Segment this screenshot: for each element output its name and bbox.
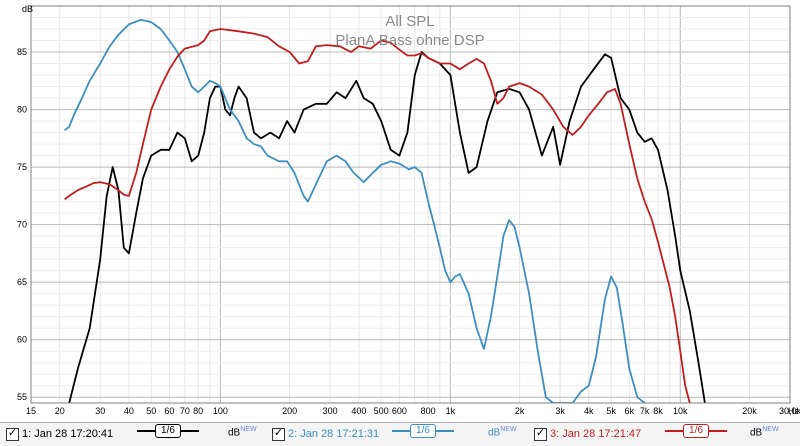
smoothing-value-2: 1/6 <box>410 424 436 438</box>
legend-checkbox-3[interactable] <box>534 428 547 441</box>
x-tick-label: 20 <box>55 406 65 416</box>
legend-checkbox-1[interactable] <box>6 428 19 441</box>
x-tick-label: 3k <box>555 406 565 416</box>
x-tick-label: 60 <box>164 406 174 416</box>
x-tick-label: 8k <box>653 406 663 416</box>
y-tick-label: 60 <box>17 335 27 345</box>
db-units-2[interactable]: dBNEW <box>488 426 517 438</box>
series-group <box>64 18 706 403</box>
y-tick-label: 75 <box>17 162 27 172</box>
x-tick-label: 600 <box>392 406 407 416</box>
x-tick-label: 20k <box>742 406 757 416</box>
x-unit-label: Hz <box>788 406 799 416</box>
chart-subtitle: PlanA Bass ohne DSP <box>335 32 484 49</box>
x-tick-label: 15 <box>26 406 36 416</box>
legend-bar: 1: Jan 28 17:20:41 1/6 dBNEW 2: Jan 28 1… <box>0 422 800 446</box>
series-line-3 <box>64 28 691 403</box>
x-tick-label: 200 <box>282 406 297 416</box>
x-tick-label: 30 <box>95 406 105 416</box>
x-tick-label: 40 <box>124 406 134 416</box>
db-unit-3: dB <box>750 427 763 439</box>
x-tick-label: 10k <box>673 406 688 416</box>
legend-checkbox-2[interactable] <box>272 428 285 441</box>
db-new-3: NEW <box>762 426 779 433</box>
y-tick-label: 80 <box>17 105 27 115</box>
x-axis: 15 20 30 40 50 60 70 80 100 200 300 400 500 600 800 1k 2… <box>26 406 800 416</box>
grid <box>31 6 791 403</box>
chart-title: All SPL <box>385 13 434 30</box>
y-axis: 55 60 65 70 75 80 85 <box>17 47 27 402</box>
db-unit-2: dB <box>488 427 501 439</box>
y-tick-label: 65 <box>17 277 27 287</box>
smoothing-value-1: 1/6 <box>155 424 181 438</box>
db-new-1: NEW <box>240 426 257 433</box>
x-tick-label: 80 <box>193 406 203 416</box>
legend-label-2: 2: Jan 28 17:21:31 <box>288 428 380 440</box>
legend-label-3: 3: Jan 28 17:21:47 <box>550 428 642 440</box>
x-tick-label: 800 <box>421 406 436 416</box>
y-tick-label: 70 <box>17 220 27 230</box>
x-tick-label: 7k <box>640 406 650 416</box>
db-new-2: NEW <box>500 426 517 433</box>
y-axis-label: dB <box>22 4 33 14</box>
y-tick-label: 85 <box>17 47 27 57</box>
db-units-3[interactable]: dBNEW <box>750 426 779 438</box>
x-tick-label: 70 <box>180 406 190 416</box>
db-units-1[interactable]: dBNEW <box>228 426 257 438</box>
series-line-1 <box>68 51 706 403</box>
smoothing-value-3: 1/6 <box>683 424 709 438</box>
x-tick-label: 400 <box>351 406 366 416</box>
legend-label-1: 1: Jan 28 17:20:41 <box>22 428 114 440</box>
x-tick-label: 6k <box>625 406 635 416</box>
x-tick-label: 50 <box>146 406 156 416</box>
x-tick-label: 4k <box>584 406 594 416</box>
x-tick-label: 2k <box>515 406 525 416</box>
plot-frame <box>30 5 791 404</box>
db-unit-1: dB <box>228 427 241 439</box>
x-tick-label: 30,0k <box>779 406 800 416</box>
x-tick-label: 1k <box>446 406 456 416</box>
series-line-2 <box>64 18 646 403</box>
y-tick-label: 55 <box>17 392 27 402</box>
x-tick-label: 100 <box>213 406 228 416</box>
x-tick-label: 300 <box>323 406 338 416</box>
x-tick-label: 500 <box>374 406 389 416</box>
x-tick-label: 5k <box>606 406 616 416</box>
